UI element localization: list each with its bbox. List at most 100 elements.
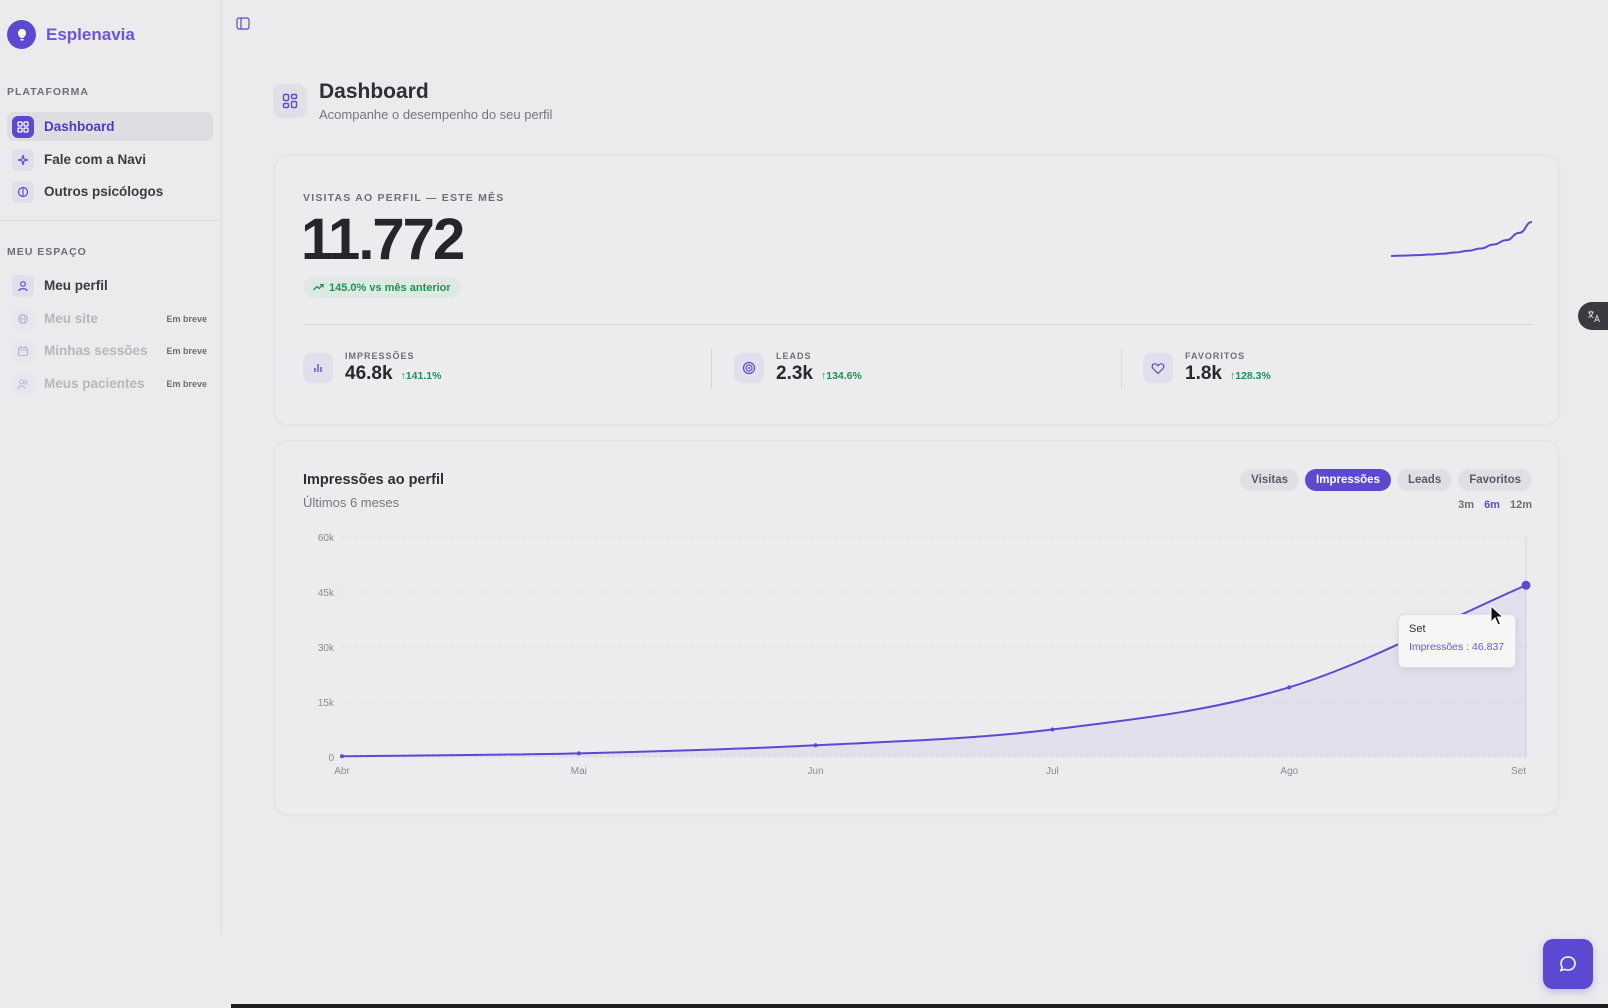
sidebar-item-label: Meus pacientes xyxy=(44,376,145,391)
metric-label: LEADS xyxy=(776,351,812,361)
brand-logo-icon xyxy=(7,20,36,49)
chat-button[interactable] xyxy=(1543,939,1593,989)
tooltip-title: Set xyxy=(1409,623,1426,635)
divider xyxy=(711,349,712,389)
sidebar-item-meus-pacientes: Meus pacientes Em breve xyxy=(7,369,213,398)
kpi-delta-badge: 145.0% vs mês anterior xyxy=(303,277,461,298)
sidebar-item-meu-site: Meu site Em breve xyxy=(7,304,213,333)
data-point xyxy=(1050,727,1055,732)
heart-icon xyxy=(1143,353,1173,383)
metric-tabs: Visitas Impressões Leads Favoritos xyxy=(1240,469,1532,491)
metric-delta: ↑128.3% xyxy=(1229,370,1271,382)
target-icon xyxy=(734,353,764,383)
dashboard-header-icon xyxy=(273,84,307,118)
data-point xyxy=(576,751,581,756)
grid-icon xyxy=(12,115,34,138)
y-tick-label: 0 xyxy=(328,753,334,764)
window-bottom-edge xyxy=(231,1004,1608,1008)
section-label-meu-espaco: MEU ESPAÇO xyxy=(7,246,87,258)
metric-impressoes: IMPRESSÕES 46.8k ↑141.1% xyxy=(303,351,441,385)
trending-up-icon xyxy=(313,282,324,294)
metric-delta: ↑141.1% xyxy=(400,370,442,382)
metric-value: 1.8k xyxy=(1185,363,1222,384)
tab-visitas[interactable]: Visitas xyxy=(1240,469,1300,491)
sidebar-item-dashboard[interactable]: Dashboard xyxy=(7,112,213,141)
sidebar-toggle-icon[interactable] xyxy=(236,17,250,30)
chart-title: Impressões ao perfil xyxy=(303,472,445,488)
sidebar-divider xyxy=(0,220,222,221)
page-title: Dashboard xyxy=(319,80,429,103)
sidebar-item-fale-com-a-navi[interactable]: Fale com a Navi xyxy=(7,145,213,174)
series-area-impressoes xyxy=(342,585,1526,757)
x-tick-label: Abr xyxy=(334,766,350,777)
data-point xyxy=(1287,685,1292,690)
x-tick-label: Jun xyxy=(808,766,824,777)
kpi-delta-text: 145.0% vs mês anterior xyxy=(329,281,451,294)
metric-delta-text: 128.3% xyxy=(1235,370,1271,382)
sparkline-line xyxy=(1390,221,1533,257)
sidebar-item-label: Minhas sessões xyxy=(44,343,148,358)
brand-name: Esplenavia xyxy=(46,24,135,44)
x-tick-label: Ago xyxy=(1280,766,1298,777)
bar-chart-icon xyxy=(303,353,333,383)
sidebar-item-label: Meu site xyxy=(44,311,99,326)
metric-value: 46.8k xyxy=(345,363,393,384)
section-label-plataforma: PLATAFORMA xyxy=(7,86,89,98)
sidebar-item-meu-perfil[interactable]: Meu perfil xyxy=(7,271,213,300)
metric-leads: LEADS 2.3k ↑134.6% xyxy=(734,351,862,385)
metric-label: FAVORITOS xyxy=(1185,351,1246,361)
sidebar: Esplenavia PLATAFORMA Dashboard Fale com… xyxy=(0,0,222,935)
metric-favoritos: FAVORITOS 1.8k ↑128.3% xyxy=(1143,351,1271,385)
coming-soon-badge: Em breve xyxy=(166,313,207,324)
range-selector: 3m 6m 12m xyxy=(1458,499,1532,511)
brain-icon xyxy=(12,180,34,203)
chart-tooltip: Set Impressões : 46.837 xyxy=(1398,614,1516,668)
metric-delta-text: 134.6% xyxy=(826,370,862,382)
user-icon xyxy=(12,274,34,297)
divider xyxy=(303,324,1534,325)
coming-soon-badge: Em breve xyxy=(166,345,207,356)
tab-leads[interactable]: Leads xyxy=(1396,469,1453,491)
coming-soon-badge: Em breve xyxy=(166,378,207,389)
mouse-cursor-icon xyxy=(1490,605,1505,626)
range-12m[interactable]: 12m xyxy=(1509,499,1532,511)
tab-favoritos[interactable]: Favoritos xyxy=(1458,469,1532,491)
sidebar-item-label: Dashboard xyxy=(44,119,115,134)
translate-icon[interactable] xyxy=(1578,302,1608,330)
x-tick-label: Jul xyxy=(1046,766,1059,777)
sidebar-item-label: Outros psicólogos xyxy=(44,184,164,199)
data-point xyxy=(1521,580,1531,590)
metric-label: IMPRESSÕES xyxy=(345,351,415,361)
range-3m[interactable]: 3m xyxy=(1458,499,1475,511)
sparkles-icon xyxy=(12,148,34,171)
y-tick-label: 30k xyxy=(318,643,335,654)
divider xyxy=(1121,349,1122,389)
series-line-impressoes xyxy=(341,584,1527,758)
range-6m[interactable]: 6m xyxy=(1484,499,1500,511)
sidebar-item-minhas-sessoes: Minhas sessões Em breve xyxy=(7,336,213,365)
metric-delta-text: 141.1% xyxy=(405,370,442,382)
users-icon xyxy=(12,372,34,395)
sidebar-item-label: Fale com a Navi xyxy=(44,152,147,167)
globe-icon xyxy=(12,307,34,330)
y-tick-label: 45k xyxy=(318,588,335,599)
y-tick-label: 60k xyxy=(318,533,335,544)
chat-bubble-icon xyxy=(1559,956,1576,972)
sparkline-chart xyxy=(1390,221,1533,257)
tooltip-value: Impressões : 46.837 xyxy=(1409,641,1505,653)
sidebar-item-outros-psicologos[interactable]: Outros psicólogos xyxy=(7,177,213,206)
impressions-area-chart[interactable]: 0 15k 30k 45k 60k Abr Mai Jun Jul Ago Set xyxy=(275,441,1560,816)
y-tick-label: 15k xyxy=(318,698,335,709)
chart-card: Impressões ao perfil Últimos 6 meses Vis… xyxy=(274,440,1559,815)
brand[interactable]: Esplenavia xyxy=(7,20,135,49)
data-point xyxy=(813,743,818,748)
x-tick-label: Mai xyxy=(571,766,587,777)
calendar-icon xyxy=(12,339,34,362)
data-point xyxy=(340,754,344,759)
kpi-card: VISITAS AO PERFIL — ESTE MÊS 11.772 145.… xyxy=(274,155,1559,425)
tab-impressoes[interactable]: Impressões xyxy=(1305,469,1391,491)
page-subtitle: Acompanhe o desempenho do seu perfil xyxy=(319,107,553,122)
metric-value: 2.3k xyxy=(776,363,813,384)
metric-delta: ↑134.6% xyxy=(820,370,862,382)
kpi-value: 11.772 xyxy=(301,207,465,272)
